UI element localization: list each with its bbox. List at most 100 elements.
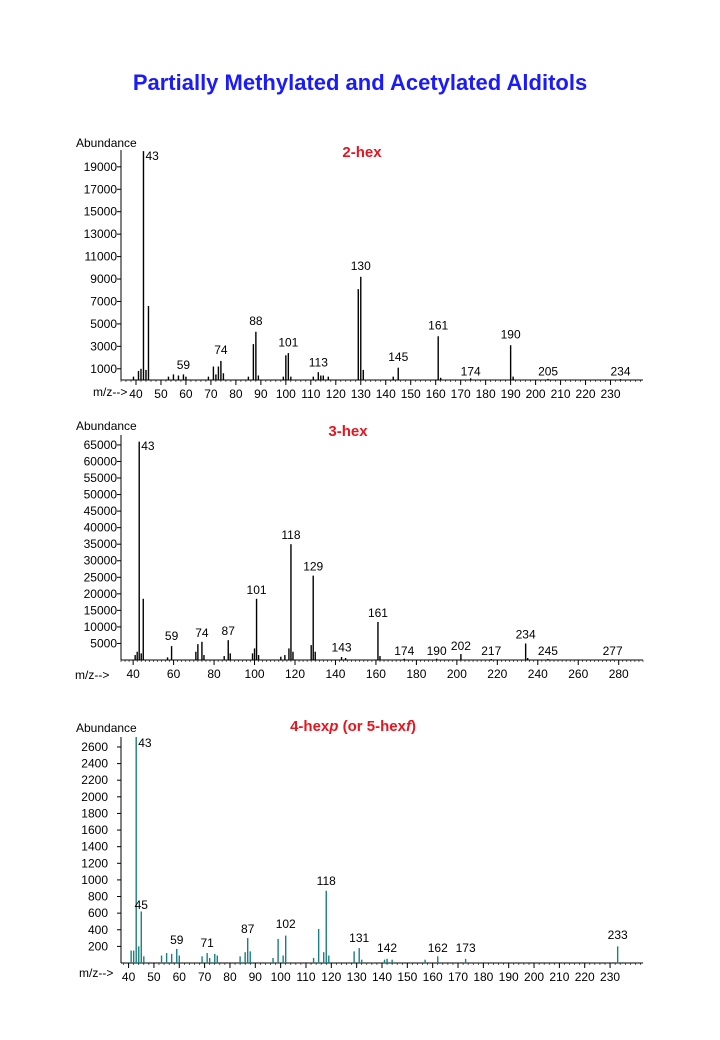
x-tick-label: 80 xyxy=(207,667,221,681)
peak-label: 43 xyxy=(138,736,152,750)
y-tick-label: 25000 xyxy=(84,570,118,584)
peak-label: 174 xyxy=(394,644,414,658)
y-tick-label: 1400 xyxy=(81,840,108,854)
chart-2-hex: Abundance 2-hex m/z--> 1000 3000 5000 7000 9… xyxy=(0,135,720,401)
x-tick-label: 130 xyxy=(347,970,367,984)
chart-title: 4-hexp (or 5-hexf) xyxy=(203,718,503,735)
y-tick-label: 13000 xyxy=(84,227,118,241)
y-tick-label: 35000 xyxy=(84,537,118,551)
y-tick-label: 2400 xyxy=(81,757,108,771)
y-tick-label: 5000 xyxy=(90,317,117,331)
y-axis-label: Abundance xyxy=(76,419,137,433)
x-tick-label: 90 xyxy=(254,387,268,401)
spectrum-plot: 1000 3000 5000 7000 9000 11000 13000 15000 17000… xyxy=(84,149,643,401)
chart-title: 2-hex xyxy=(342,144,382,161)
x-axis-label: m/z--> xyxy=(75,668,110,682)
x-tick-label: 160 xyxy=(423,970,443,984)
y-tick-label: 2000 xyxy=(81,790,108,804)
y-tick-label: 55000 xyxy=(84,471,118,485)
x-tick-label: 240 xyxy=(528,667,548,681)
spectrum-plot: 5000 10000 15000 20000 25000 30000 35000 40000 4… xyxy=(84,435,644,681)
peak-label: 102 xyxy=(276,917,296,931)
y-tick-label: 15000 xyxy=(84,603,118,617)
y-tick-label: 400 xyxy=(88,923,108,937)
title-part: ) xyxy=(410,718,416,735)
x-tick-label: 100 xyxy=(276,387,296,401)
y-tick-label: 600 xyxy=(88,906,108,920)
x-tick-label: 200 xyxy=(447,667,467,681)
y-tick-label: 1200 xyxy=(81,856,108,870)
peak-label: 217 xyxy=(481,644,501,658)
x-tick-label: 90 xyxy=(249,970,263,984)
peak-label: 202 xyxy=(451,639,471,653)
x-tick-label: 180 xyxy=(406,667,426,681)
x-tick-label: 200 xyxy=(526,387,546,401)
chart-3-hex: Abundance 3-hex m/z--> 5000 10000 15000 200… xyxy=(0,415,720,685)
peak-label: 59 xyxy=(170,933,184,947)
y-tick-label: 1000 xyxy=(81,873,108,887)
peak-label: 190 xyxy=(427,644,447,658)
y-tick-label: 1000 xyxy=(90,362,117,376)
x-tick-label: 140 xyxy=(372,970,392,984)
y-tick-label: 60000 xyxy=(84,454,118,468)
peak-label: 205 xyxy=(538,365,558,379)
peak-label: 59 xyxy=(177,358,191,372)
y-tick-label: 65000 xyxy=(84,438,118,452)
peak-label: 71 xyxy=(200,936,214,950)
peak-label: 101 xyxy=(247,583,267,597)
x-tick-label: 180 xyxy=(476,387,496,401)
x-tick-label: 180 xyxy=(473,970,493,984)
x-tick-label: 60 xyxy=(173,970,187,984)
x-axis-label: m/z--> xyxy=(93,385,128,399)
x-tick-label: 140 xyxy=(325,667,345,681)
x-tick-label: 110 xyxy=(301,387,320,401)
x-tick-label: 160 xyxy=(426,387,446,401)
x-tick-label: 50 xyxy=(147,970,161,984)
y-tick-label: 17000 xyxy=(84,182,118,196)
x-tick-label: 40 xyxy=(126,667,140,681)
x-tick-label: 70 xyxy=(204,387,218,401)
x-tick-label: 230 xyxy=(601,387,621,401)
x-tick-label: 170 xyxy=(451,387,471,401)
peak-label: 161 xyxy=(428,319,448,333)
y-tick-label: 800 xyxy=(88,890,108,904)
x-tick-label: 200 xyxy=(524,970,544,984)
peak-label: 43 xyxy=(141,439,155,453)
y-tick-label: 1800 xyxy=(81,806,108,820)
y-tick-label: 5000 xyxy=(90,636,117,650)
peak-label: 59 xyxy=(165,629,179,643)
peak-label: 173 xyxy=(456,941,476,955)
x-tick-label: 70 xyxy=(198,970,212,984)
y-tick-label: 10000 xyxy=(84,620,118,634)
x-tick-label: 40 xyxy=(122,970,136,984)
x-tick-label: 150 xyxy=(401,387,421,401)
title-part: (or 5-hex xyxy=(338,718,406,735)
x-tick-label: 130 xyxy=(351,387,371,401)
peak-label: 145 xyxy=(388,350,408,364)
x-tick-label: 60 xyxy=(167,667,181,681)
x-tick-label: 190 xyxy=(501,387,521,401)
y-tick-label: 3000 xyxy=(90,339,117,353)
peak-label: 87 xyxy=(241,922,255,936)
peak-label: 142 xyxy=(377,941,397,955)
x-tick-label: 80 xyxy=(223,970,237,984)
x-tick-label: 160 xyxy=(366,667,386,681)
x-tick-label: 170 xyxy=(448,970,468,984)
x-tick-label: 220 xyxy=(487,667,507,681)
peak-label: 143 xyxy=(332,641,352,655)
y-axis-label: Abundance xyxy=(76,721,137,735)
y-tick-label: 200 xyxy=(88,939,108,953)
x-tick-label: 210 xyxy=(551,387,571,401)
x-tick-label: 210 xyxy=(549,970,569,984)
x-tick-label: 110 xyxy=(296,970,315,984)
chart-title: 3-hex xyxy=(328,423,368,440)
y-tick-label: 1600 xyxy=(81,823,108,837)
x-tick-label: 260 xyxy=(568,667,588,681)
y-tick-label: 20000 xyxy=(84,587,118,601)
y-tick-label: 2600 xyxy=(81,740,108,754)
peak-label: 74 xyxy=(195,626,209,640)
peak-label: 174 xyxy=(461,365,481,379)
peak-label: 118 xyxy=(281,528,300,542)
peak-label: 234 xyxy=(611,365,631,379)
peak-label: 87 xyxy=(222,624,236,638)
